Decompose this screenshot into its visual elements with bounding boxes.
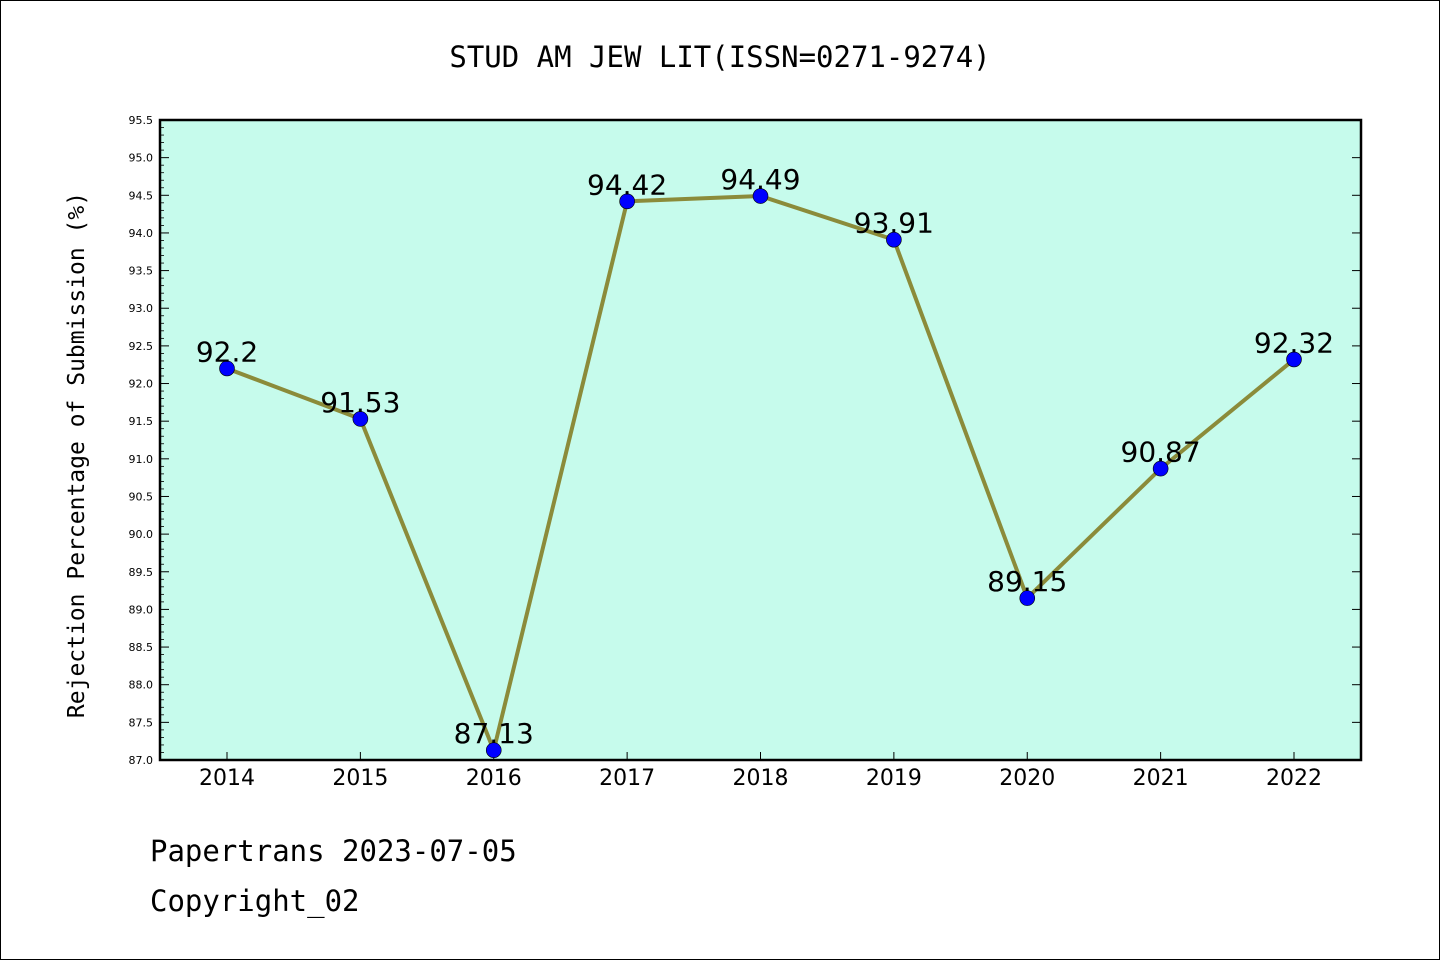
y-tick-label: 92.5 xyxy=(129,340,154,353)
y-tick-label: 93.0 xyxy=(129,302,154,315)
y-axis-label: Rejection Percentage of Submission (%) xyxy=(64,192,90,718)
y-tick-label: 88.5 xyxy=(129,641,154,654)
data-label: 89.15 xyxy=(987,565,1067,598)
x-tick-label: 2019 xyxy=(866,766,922,791)
y-tick-label: 95.0 xyxy=(129,152,154,165)
y-tick-label: 89.0 xyxy=(129,603,154,616)
plot-area xyxy=(158,118,1363,762)
y-axis-ticks: 87.0 87.5 88.0 88.5 89.0 89.5 90.0 90.5 91.0 91.5… xyxy=(129,114,1361,767)
data-point xyxy=(352,411,369,427)
chart-title: STUD AM JEW LIT(ISSN=0271-9274) xyxy=(449,40,990,74)
y-tick-label: 95.5 xyxy=(129,114,154,127)
x-tick-label: 2014 xyxy=(199,766,255,791)
y-tick-label: 88.0 xyxy=(129,679,154,692)
data-label: 94.49 xyxy=(720,163,800,196)
y-tick-label: 93.5 xyxy=(129,265,154,278)
y-tick-label: 91.5 xyxy=(129,415,154,428)
data-labels: 92.2 91.53 87.13 94.42 94.49 93.91 89.15 90.87 9… xyxy=(196,163,1334,750)
data-point xyxy=(1019,590,1036,606)
y-tick-label: 92.0 xyxy=(129,378,154,391)
data-label: 90.87 xyxy=(1121,436,1201,469)
y-tick-label: 90.5 xyxy=(129,490,154,503)
x-tick-label: 2021 xyxy=(1133,766,1189,791)
data-label: 93.91 xyxy=(854,207,934,240)
x-tick-label: 2017 xyxy=(599,766,655,791)
footer-copyright: Copyright_02 xyxy=(150,884,360,918)
data-point xyxy=(886,231,902,248)
y-tick-label: 90.0 xyxy=(129,528,154,541)
x-tick-label: 2015 xyxy=(332,766,388,791)
y-tick-label: 87.5 xyxy=(129,716,154,729)
x-axis-ticks: 2014 2015 2016 2017 2018 2019 2020 2021 2022 xyxy=(199,752,1322,791)
x-tick-label: 2022 xyxy=(1266,766,1322,791)
data-point xyxy=(619,193,635,210)
y-tick-label: 87.0 xyxy=(129,754,154,767)
data-point xyxy=(485,742,502,759)
y-tick-label: 94.5 xyxy=(129,189,154,202)
data-label: 87.13 xyxy=(454,717,534,750)
data-label: 91.53 xyxy=(320,386,400,419)
x-tick-label: 2016 xyxy=(466,766,522,791)
data-point xyxy=(1286,351,1302,368)
y-tick-label: 91.0 xyxy=(129,453,154,466)
data-label: 92.2 xyxy=(196,335,258,368)
data-point xyxy=(219,360,235,377)
x-tick-label: 2018 xyxy=(733,766,789,791)
data-point xyxy=(1152,460,1169,477)
y-tick-label: 94.0 xyxy=(129,227,154,240)
data-point xyxy=(752,188,769,204)
series-line xyxy=(219,188,1302,759)
x-tick-label: 2020 xyxy=(999,766,1055,791)
data-label: 92.32 xyxy=(1254,326,1334,359)
y-tick-label: 89.5 xyxy=(129,566,154,579)
footer-source: Papertrans 2023-07-05 xyxy=(150,834,517,868)
data-label: 94.42 xyxy=(587,168,667,201)
